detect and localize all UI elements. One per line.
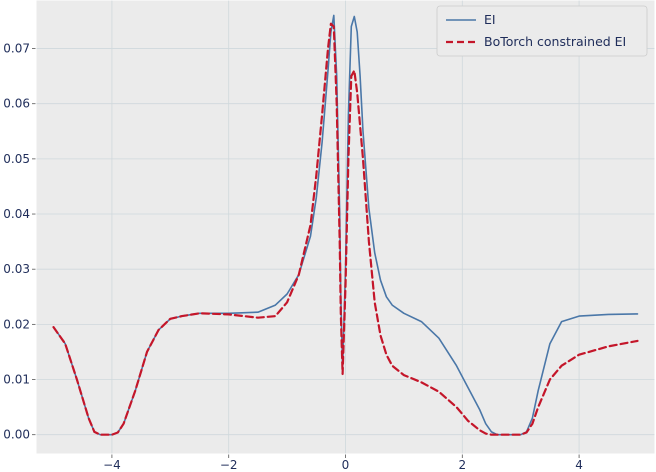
x-tick-label: 2 [458,458,466,472]
ticks: −4 −2 0 2 4 0.00 0.01 0.02 0.03 0.04 0.05 0.06 0.07 [3,42,583,472]
x-tick-label: −2 [220,458,238,472]
x-tick-label: 0 [342,458,350,472]
y-tick-label: 0.05 [3,152,30,166]
legend-label-ei: EI [484,12,496,27]
legend: EI BoTorch constrained EI [436,5,648,57]
y-tick-label: 0.02 [3,317,30,331]
y-tick-label: 0.01 [3,373,30,387]
x-tick-label: −4 [103,458,121,472]
legend-box [436,5,648,57]
series-line-botorch-constrained-ei [52,22,639,436]
y-tick-label: 0.06 [3,97,30,111]
legend-label-botorch-constrained-ei: BoTorch constrained EI [484,34,626,49]
x-tick-label: 4 [575,458,583,472]
y-tick-label: 0.03 [3,262,30,276]
y-tick-label: 0.00 [3,428,30,442]
y-tick-label: 0.04 [3,207,30,221]
series-layer [52,14,639,436]
y-tick-label: 0.07 [3,42,30,56]
plot-frame [35,0,656,455]
